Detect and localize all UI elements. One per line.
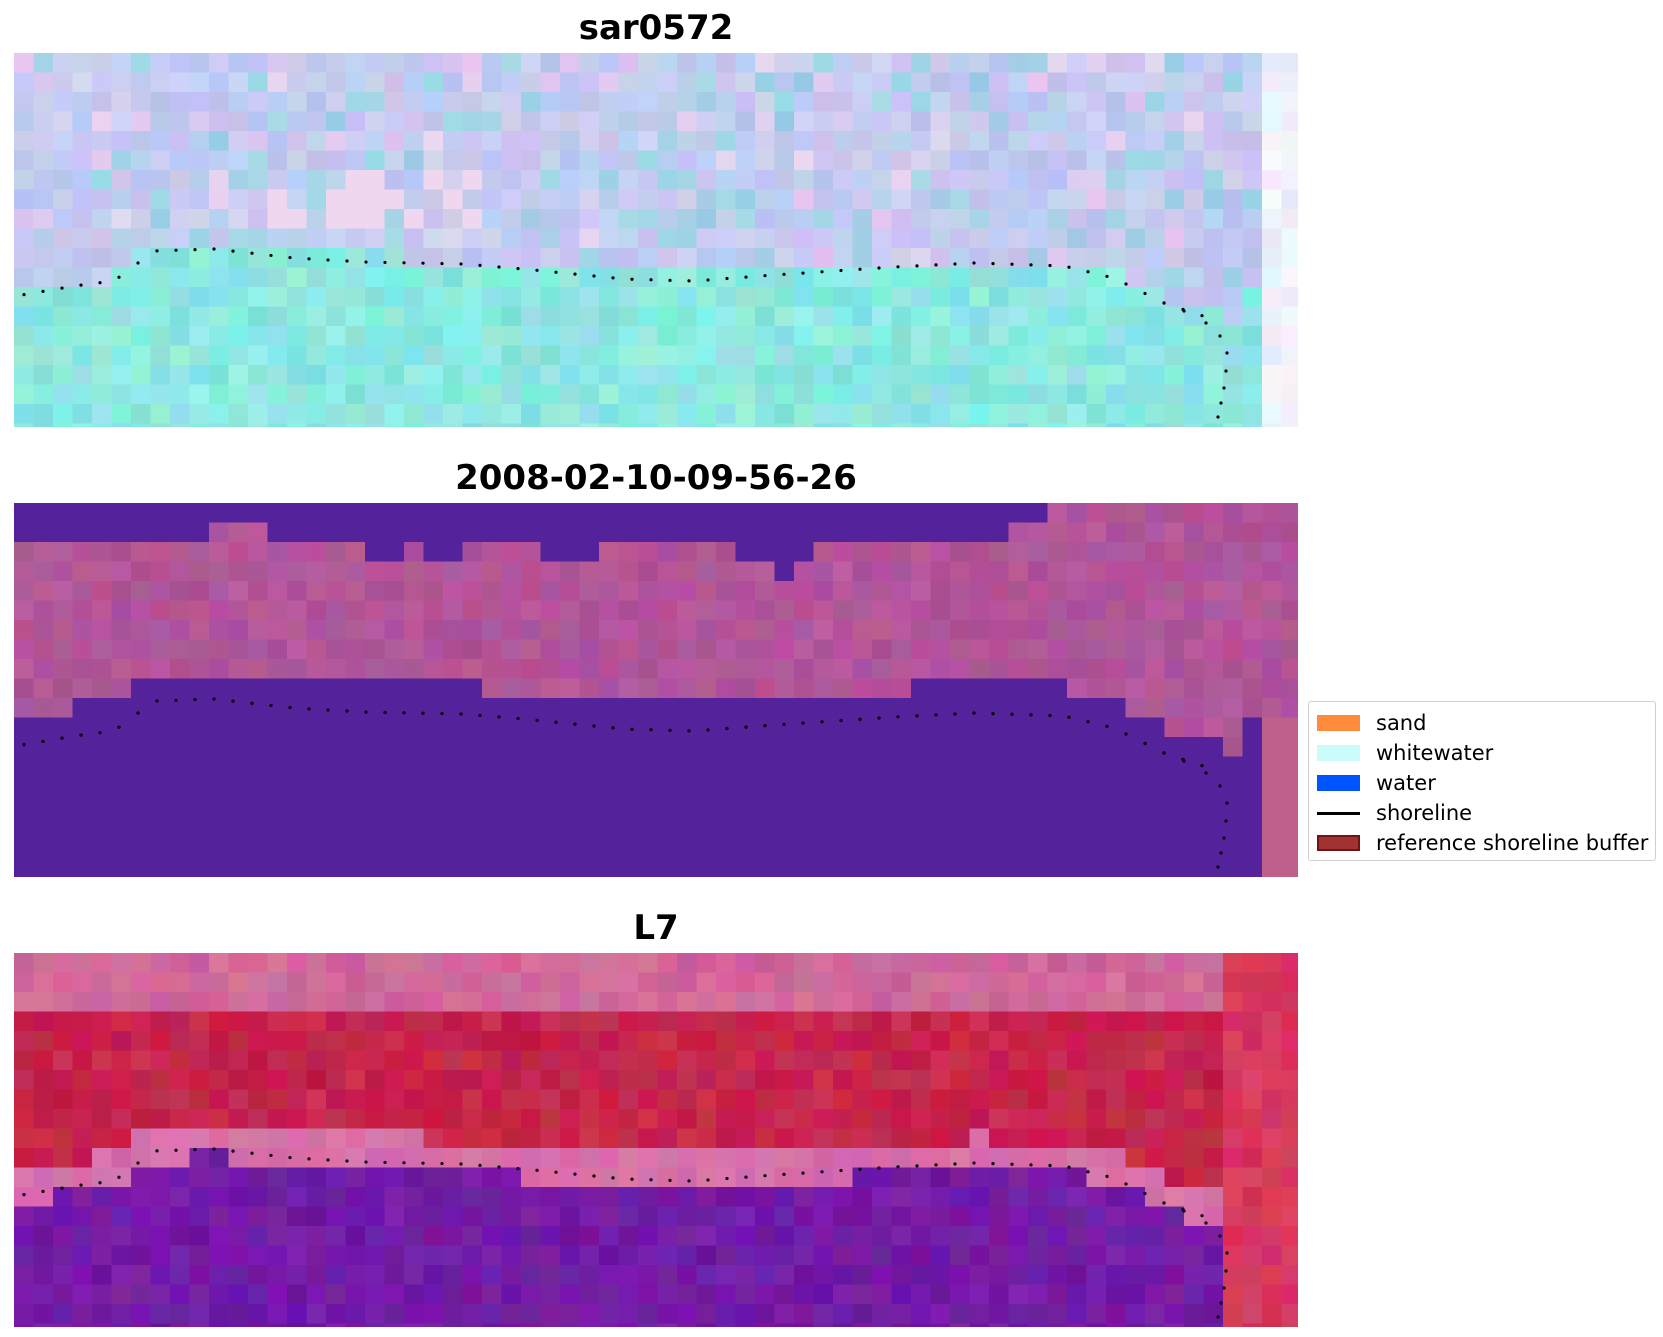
panel-title-l7: L7 [633,908,679,948]
sar-image [14,53,1298,427]
legend-label: sand [1376,711,1427,735]
shoreline-dots [22,1147,1229,1319]
legend: sand whitewater water shoreline referenc… [1308,701,1656,861]
legend-item-sand: sand [1317,708,1647,738]
legend-label: reference shoreline buffer [1376,831,1649,855]
shoreline-dots [22,697,1229,869]
image-panel-classified [14,503,1298,877]
legend-item-water: water [1317,768,1647,798]
legend-label: shoreline [1376,801,1473,825]
sand-swatch [1317,715,1360,731]
water-swatch [1317,775,1360,791]
panel-title-date: 2008-02-10-09-56-26 [455,458,857,498]
image-panel-sar [14,53,1298,427]
reference-buffer-swatch [1317,835,1360,851]
legend-item-whitewater: whitewater [1317,738,1647,768]
shoreline-dots [22,247,1229,419]
legend-label: water [1376,771,1436,795]
classified-image [14,503,1298,877]
legend-item-reference-buffer: reference shoreline buffer [1317,828,1649,858]
shoreline-line-swatch [1317,805,1360,821]
panel-title-sar: sar0572 [578,8,734,48]
image-panel-l7 [14,953,1298,1327]
legend-label: whitewater [1376,741,1494,765]
whitewater-swatch [1317,745,1360,761]
l7-image [14,953,1298,1327]
legend-item-shoreline: shoreline [1317,798,1647,828]
